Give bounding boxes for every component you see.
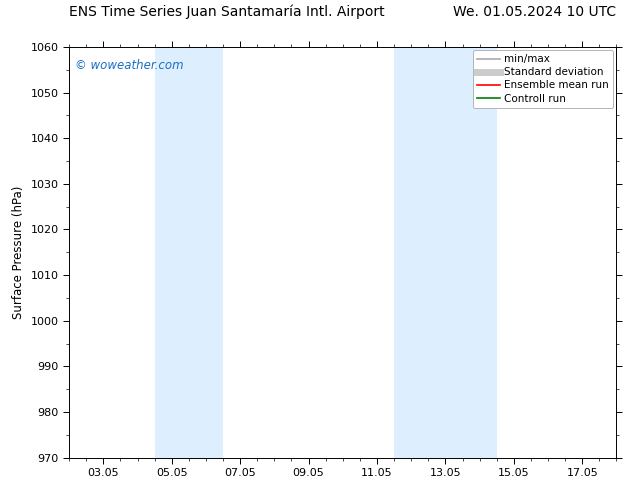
Legend: min/max, Standard deviation, Ensemble mean run, Controll run: min/max, Standard deviation, Ensemble me… (473, 50, 613, 108)
Text: ENS Time Series Juan Santamaría Intl. Airport: ENS Time Series Juan Santamaría Intl. Ai… (69, 5, 385, 20)
Y-axis label: Surface Pressure (hPa): Surface Pressure (hPa) (12, 186, 25, 319)
Bar (394, 47, 496, 458)
Text: We. 01.05.2024 10 UTC: We. 01.05.2024 10 UTC (453, 5, 616, 19)
Text: © woweather.com: © woweather.com (75, 59, 183, 72)
Bar (155, 47, 223, 458)
